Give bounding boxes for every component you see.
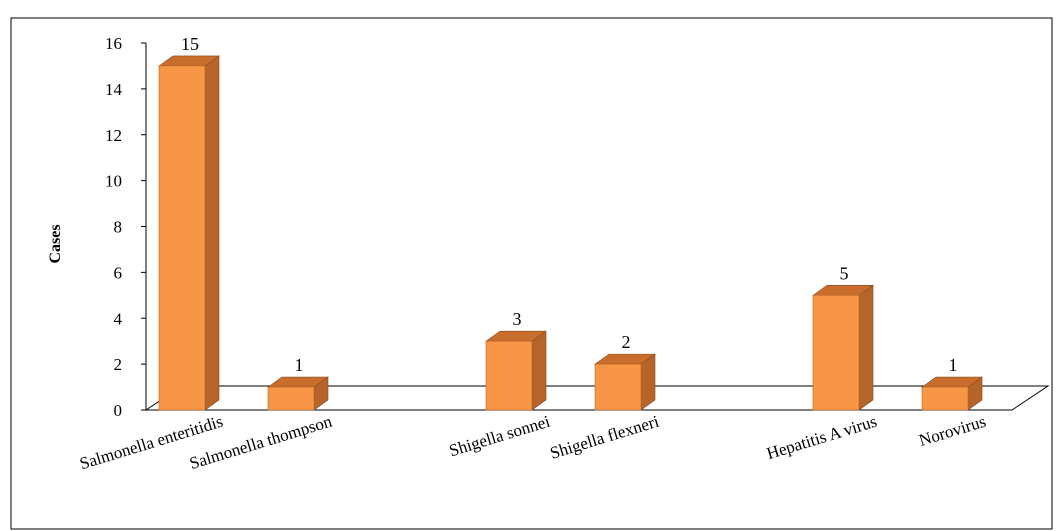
chart-frame bbox=[10, 17, 1053, 530]
bar-1 bbox=[267, 376, 329, 411]
y-tick-label: 0 bbox=[114, 401, 123, 420]
y-tick-label: 14 bbox=[105, 80, 123, 99]
bar-6 bbox=[812, 284, 874, 411]
bar-front bbox=[812, 295, 860, 411]
y-tick-label: 4 bbox=[114, 309, 123, 328]
y-tick-label: 16 bbox=[105, 34, 122, 53]
category-label-7: Norovirus bbox=[917, 412, 988, 450]
category-label-6: Hepatitis A virus bbox=[764, 412, 879, 464]
y-tick-label: 6 bbox=[114, 263, 123, 282]
y-axis-title: Cases bbox=[47, 224, 64, 263]
y-tick-label: 8 bbox=[114, 218, 123, 237]
bar-4 bbox=[594, 353, 656, 411]
category-label-4: Shigella flexneri bbox=[548, 412, 662, 463]
y-tick-label: 2 bbox=[114, 355, 123, 374]
bar-front bbox=[158, 65, 206, 411]
bar-side bbox=[531, 330, 547, 411]
data-label-1: 1 bbox=[295, 355, 304, 375]
y-tick-label: 10 bbox=[105, 172, 122, 191]
bar-side bbox=[858, 284, 874, 411]
bar-front bbox=[594, 363, 642, 411]
data-label-0: 15 bbox=[181, 34, 199, 54]
bar-0 bbox=[158, 55, 220, 411]
bar-side bbox=[204, 55, 220, 411]
data-label-4: 2 bbox=[622, 332, 631, 352]
data-label-6: 5 bbox=[840, 263, 849, 283]
bar-7 bbox=[921, 376, 983, 411]
data-label-7: 1 bbox=[949, 355, 958, 375]
bar-front bbox=[485, 340, 533, 411]
data-label-3: 3 bbox=[513, 309, 522, 329]
category-label-3: Shigella sonnei bbox=[447, 412, 553, 461]
bar-front bbox=[267, 386, 315, 411]
bar-front bbox=[921, 386, 969, 411]
bar-3 bbox=[485, 330, 547, 411]
bars-layer bbox=[158, 55, 983, 411]
y-tick-label: 12 bbox=[105, 126, 122, 145]
